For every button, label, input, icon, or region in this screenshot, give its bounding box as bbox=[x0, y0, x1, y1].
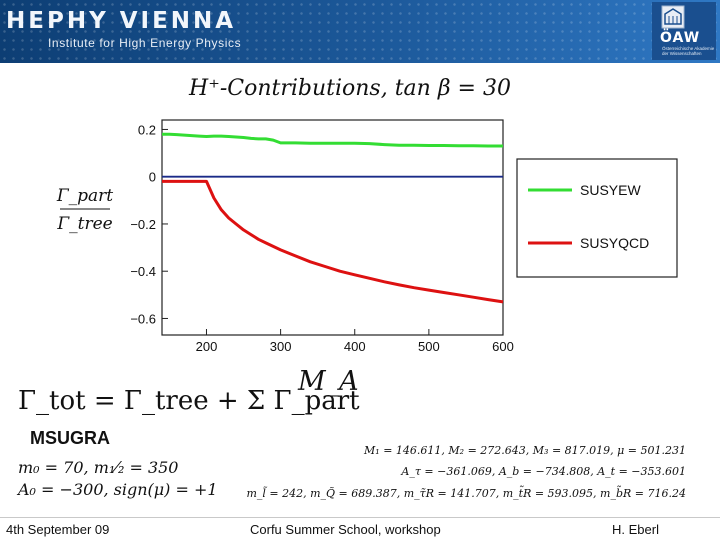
legend-label-susyew: SUSYEW bbox=[580, 182, 641, 198]
footer-date: 4th September 09 bbox=[6, 522, 110, 537]
y-tick-label: −0.4 bbox=[130, 264, 156, 279]
footer-bar: 4th September 09 Corfu Summer School, wo… bbox=[0, 517, 720, 541]
mass-params-line3: m_l̃ = 242, m_Q̃ = 689.387, m_τ̃R = 141.… bbox=[246, 487, 686, 500]
oaw-logo-text: ÖAW bbox=[660, 30, 701, 46]
y-tick-label: 0.2 bbox=[138, 122, 156, 137]
y-tick-label: −0.2 bbox=[130, 217, 156, 232]
x-axis-label: M_A bbox=[298, 366, 359, 397]
legend-label-susyqcd: SUSYQCD bbox=[580, 235, 649, 251]
x-tick-label: 500 bbox=[418, 339, 440, 354]
hephy-logo: HEPHY VIENNA bbox=[6, 8, 237, 34]
x-tick-label: 200 bbox=[196, 339, 218, 354]
series-layer bbox=[162, 132, 504, 304]
model-label: MSUGRA bbox=[30, 428, 110, 448]
oaw-subtitle: Österreichische Akademie der Wissenschaf… bbox=[662, 46, 715, 56]
footer-event: Corfu Summer School, workshop bbox=[250, 522, 441, 537]
gamma-total-formula: Γ_tot = Γ_tree + Σ Γ_part bbox=[18, 386, 360, 416]
x-tick-label: 300 bbox=[270, 339, 292, 354]
y-tick-label: 0 bbox=[149, 170, 156, 185]
footer-author: H. Eberl bbox=[612, 522, 659, 537]
series-line-susyqcd bbox=[162, 179, 504, 304]
chart-title: H⁺-Contributions, tan β = 30 bbox=[188, 76, 511, 101]
contributions-chart: H⁺-Contributions, tan β = 30 Γ_part Γ_tr… bbox=[56, 76, 678, 354]
axis-ticks: 200 300 400 500 600 0.2 0 −0.2 −0.4 −0.6 bbox=[130, 122, 514, 354]
y-label-denominator: Γ_tree bbox=[56, 214, 112, 234]
legend-box bbox=[516, 158, 678, 278]
legend: SUSYEW SUSYQCD bbox=[516, 158, 678, 278]
x-tick-label: 400 bbox=[344, 339, 366, 354]
msugra-params-line1: m₀ = 70, m₁⁄₂ = 350 bbox=[18, 458, 179, 477]
mass-params-line1: M₁ = 146.611, M₂ = 272.643, M₃ = 817.019… bbox=[364, 444, 686, 457]
header-texture bbox=[0, 0, 720, 63]
msugra-params-line2: A₀ = −300, sign(μ) = +1 bbox=[18, 480, 218, 499]
mass-params-line2: A_τ = −361.069, A_b = −734.808, A_t = −3… bbox=[401, 465, 686, 478]
oaw-logo-icon bbox=[652, 2, 716, 60]
y-tick-label: −0.6 bbox=[130, 311, 156, 326]
plot-frame bbox=[161, 119, 504, 336]
x-tick-label: 600 bbox=[492, 339, 514, 354]
institute-name: Institute for High Energy Physics bbox=[48, 36, 242, 50]
y-axis-label: Γ_part Γ_tree bbox=[56, 186, 113, 234]
series-line-susyew bbox=[162, 132, 503, 148]
y-label-numerator: Γ_part bbox=[56, 186, 113, 206]
header-banner: HEPHY VIENNA Institute for High Energy P… bbox=[0, 0, 720, 63]
